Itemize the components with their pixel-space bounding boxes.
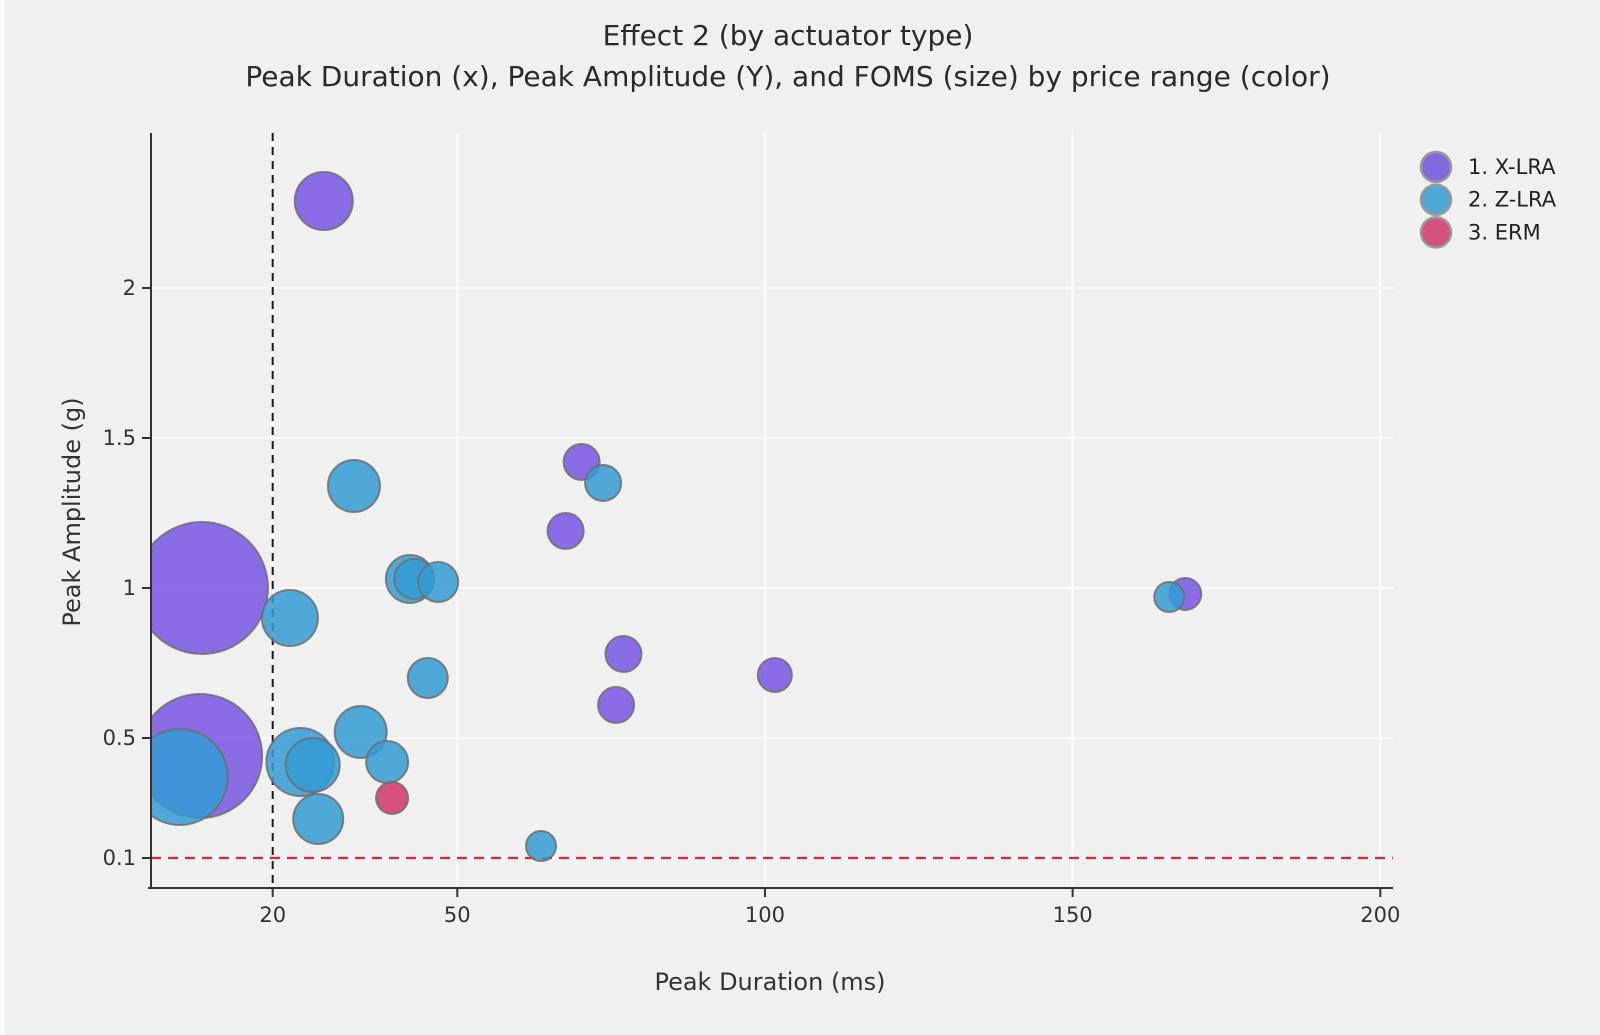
y-tick-label: 2 xyxy=(123,276,136,300)
bubble-x-lra xyxy=(546,512,585,550)
legend-label: 1. X-LRA xyxy=(1468,155,1556,179)
y-tick-label: 0.5 xyxy=(103,726,136,750)
bubble-x-lra xyxy=(604,635,643,673)
y-axis-title: Peak Amplitude (g) xyxy=(58,397,86,626)
y-tick-label: 1 xyxy=(123,576,136,600)
y-tick-label: 1.5 xyxy=(103,426,136,450)
x-tick-label: 50 xyxy=(444,903,471,927)
bubble-z-lra xyxy=(406,657,449,699)
y-tick-label: 0.1 xyxy=(103,846,136,870)
chart-subtitle: Peak Duration (x), Peak Amplitude (Y), a… xyxy=(245,60,1330,93)
bubble-x-lra xyxy=(151,521,269,655)
legend-label: 3. ERM xyxy=(1468,220,1541,244)
bubble-x-lra xyxy=(756,657,793,693)
axes xyxy=(142,133,1393,897)
legend-item-x-lra[interactable]: 1. X-LRA xyxy=(1419,150,1556,184)
bubble-z-lra xyxy=(292,793,345,845)
legend-marker-icon xyxy=(1419,183,1453,216)
x-axis-title: Peak Duration (ms) xyxy=(654,968,885,996)
x-tick-label: 100 xyxy=(745,903,785,927)
bubble-z-lra xyxy=(584,464,623,502)
x-tick-label: 150 xyxy=(1053,903,1093,927)
bubble-z-lra xyxy=(260,589,319,647)
bubble-z-lra xyxy=(365,740,410,784)
legend: 1. X-LRA 2. Z-LRA 3. ERM xyxy=(1419,150,1557,249)
legend-item-erm[interactable]: 3. ERM xyxy=(1419,216,1541,249)
bubble-z-lra xyxy=(417,561,460,603)
x-tick-label: 20 xyxy=(259,903,286,927)
legend-marker-icon xyxy=(1419,150,1453,184)
tick-labels: 20 50 100 150 200 0.1 0.5 1 1.5 2 xyxy=(103,276,1401,927)
bubble-x-lra xyxy=(293,171,354,231)
bubble-z-lra xyxy=(524,830,557,862)
bubble-z-lra xyxy=(284,737,341,793)
bubble-z-lra xyxy=(151,728,229,826)
bubble-layer xyxy=(151,171,1203,862)
bubble-z-lra xyxy=(326,459,381,513)
bubble-z-lra xyxy=(1153,581,1186,613)
legend-label: 2. Z-LRA xyxy=(1468,188,1557,212)
chart-title: Effect 2 (by actuator type) xyxy=(603,19,974,52)
bubble-x-lra xyxy=(597,686,636,724)
reference-lines xyxy=(151,133,1393,888)
x-tick-label: 200 xyxy=(1360,903,1400,927)
left-edge-strip xyxy=(0,0,5,1035)
legend-marker-icon xyxy=(1419,216,1453,249)
legend-item-z-lra[interactable]: 2. Z-LRA xyxy=(1419,183,1557,216)
bubble-erm xyxy=(375,781,410,815)
